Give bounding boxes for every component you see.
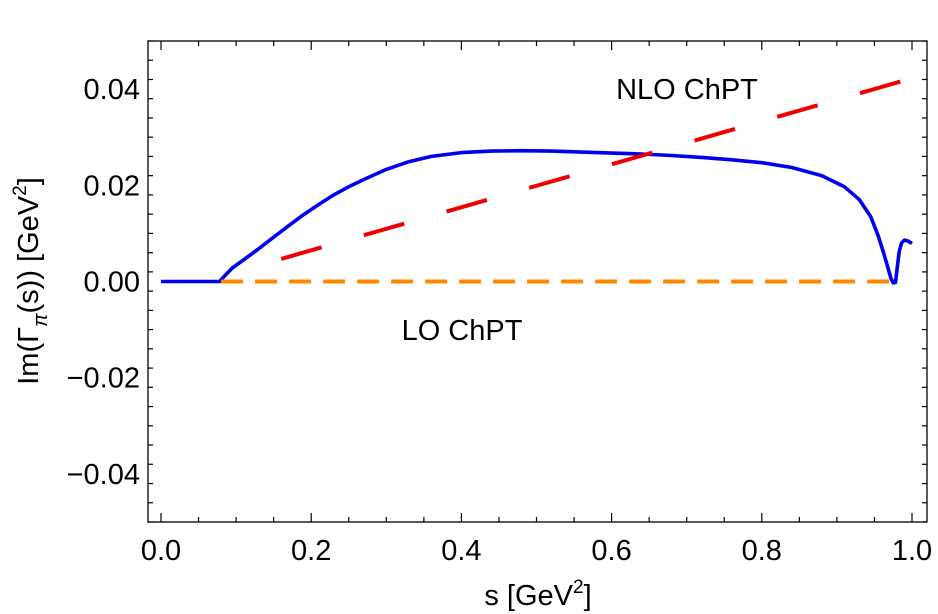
- plot-frame: [147, 40, 928, 523]
- annotation-lo-chpt: LO ChPT: [402, 315, 523, 347]
- y-tick-label: −0.04: [67, 459, 140, 491]
- series-layer: [161, 78, 913, 285]
- y-axis-label-main: Im(Γ: [13, 327, 45, 385]
- minor-ticks: [148, 40, 927, 523]
- x-axis-label-sup: 2: [573, 577, 584, 598]
- x-axis-label: s [GeV2]: [484, 577, 591, 612]
- tick-labels: 0.0 0.2 0.4 0.6 0.8 1.0 0.04 0.02 0.00 −0.02 −0.04: [67, 74, 933, 567]
- y-axis-label-suffix: ]: [13, 177, 45, 185]
- y-tick-label: −0.02: [67, 363, 140, 395]
- x-tick-label: 0.8: [742, 535, 782, 567]
- x-tick-label: 0.2: [291, 535, 331, 567]
- y-axis-label: Im(Γπ(s)) [GeV2]: [10, 177, 52, 385]
- y-axis-label-sub: π: [30, 313, 52, 327]
- x-tick-label: 1.0: [892, 535, 932, 567]
- y-axis-label-mid: (s)) [GeV: [13, 195, 45, 313]
- major-ticks: [160, 41, 913, 522]
- y-axis-label-sup: 2: [10, 185, 31, 196]
- y-tick-label: 0.00: [84, 267, 140, 299]
- x-tick-label: 0.0: [141, 535, 181, 567]
- x-axis-label-main: s [GeV: [484, 580, 573, 612]
- series-line-nlo-chpt: [280, 78, 906, 261]
- x-axis-label-suffix: ]: [584, 580, 592, 612]
- y-tick-label: 0.04: [84, 74, 140, 106]
- series-line-full: [161, 148, 913, 285]
- x-tick-label: 0.4: [441, 535, 481, 567]
- y-tick-label: 0.02: [84, 170, 140, 202]
- x-tick-label: 0.6: [591, 535, 631, 567]
- annotation-nlo-chpt: NLO ChPT: [616, 74, 758, 106]
